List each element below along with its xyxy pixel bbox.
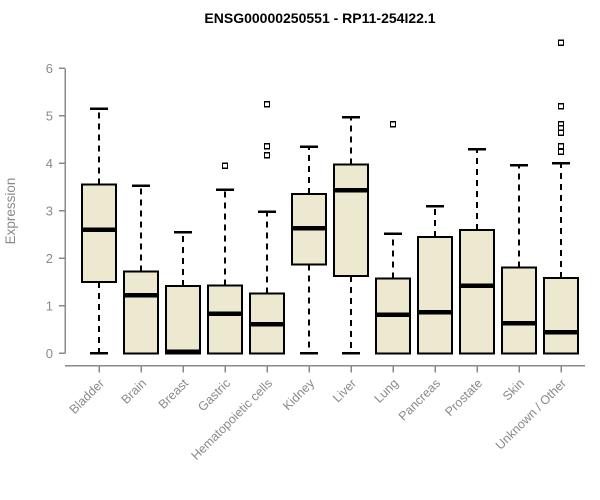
boxplot-skin	[501, 163, 537, 355]
x-tick-label: Skin	[500, 376, 527, 403]
outlier-point	[389, 121, 397, 128]
x-tick-label: Prostate	[442, 376, 485, 419]
outlier-point	[263, 142, 271, 150]
x-tick-label: Gastric	[195, 376, 233, 414]
boxplot-bladder	[81, 107, 117, 355]
outlier-point	[557, 39, 565, 46]
x-tick-label: Brain	[119, 376, 150, 407]
x-tick-label: Bladder	[67, 376, 107, 416]
x-tick-label: Hematopoietic cells	[189, 376, 276, 463]
outlier-point	[557, 148, 565, 156]
chart-title: ENSG00000250551 - RP11-254I22.1	[204, 10, 436, 26]
boxplot-unknown-other	[543, 39, 579, 355]
boxplot-prostate	[459, 147, 495, 355]
y-tick-label: 0	[46, 346, 53, 361]
x-tick-label: Kidney	[280, 376, 317, 413]
outlier-point	[263, 152, 271, 159]
boxplot-liver	[333, 115, 369, 355]
iqr-box	[123, 270, 159, 355]
y-axis-title: Expression	[3, 178, 18, 245]
boxplot-kidney	[291, 145, 327, 355]
y-tick-label: 1	[46, 298, 53, 313]
y-tick-label: 6	[46, 61, 53, 76]
x-tick-label: Liver	[330, 376, 359, 405]
iqr-box	[81, 183, 117, 284]
iqr-box	[417, 235, 453, 355]
outlier-point	[557, 103, 565, 110]
boxplot-brain	[123, 184, 159, 355]
y-tick-label: 5	[46, 108, 53, 123]
iqr-box	[207, 284, 243, 355]
boxplot-breast	[165, 230, 201, 355]
outlier-point	[263, 101, 271, 108]
iqr-box	[459, 228, 495, 355]
boxplot-gastric	[207, 162, 243, 355]
y-tick-label: 4	[46, 156, 53, 171]
x-tick-label: Pancreas	[396, 376, 443, 423]
iqr-box	[501, 266, 537, 355]
y-tick-label: 3	[46, 203, 53, 218]
y-tick-label: 2	[46, 251, 53, 266]
x-tick-label: Breast	[156, 376, 192, 412]
iqr-box	[333, 163, 369, 277]
x-tick-label: Lung	[372, 376, 402, 406]
iqr-box	[165, 284, 201, 355]
outlier-point	[221, 162, 229, 169]
outlier-point	[557, 129, 565, 137]
boxplot-lung	[375, 121, 411, 355]
x-tick-label: Unknown / Other	[493, 376, 569, 452]
iqr-box	[543, 276, 579, 355]
boxplot-pancreas	[417, 204, 453, 355]
boxplot-hematopoietic-cells	[249, 101, 285, 355]
outlier-point	[557, 142, 565, 150]
